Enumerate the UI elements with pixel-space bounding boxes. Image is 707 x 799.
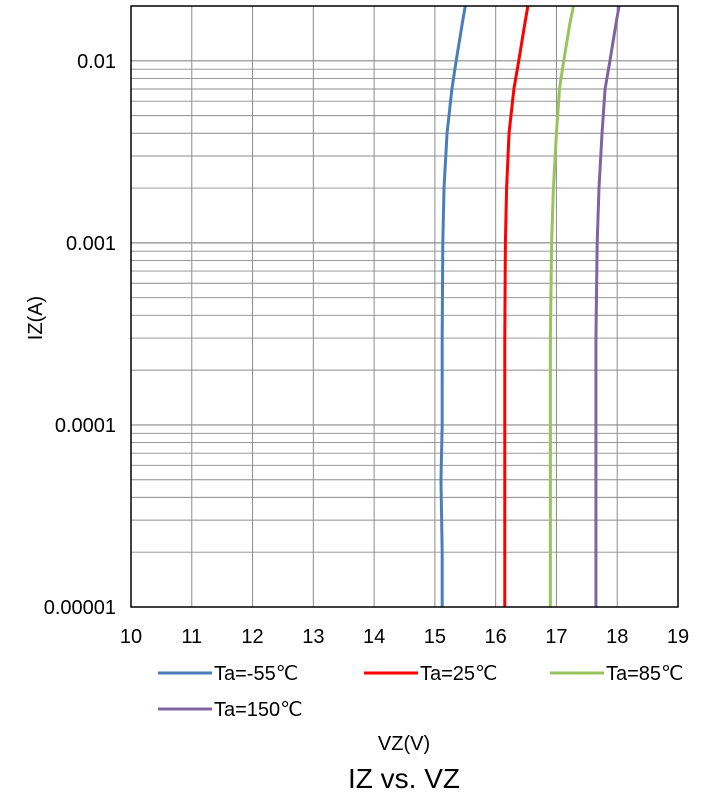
legend-label: Ta=85℃ — [606, 663, 684, 685]
x-tick-label: 19 — [667, 626, 689, 648]
series-line-3 — [548, 5, 575, 607]
x-tick-label: 12 — [241, 626, 263, 648]
legend-label: Ta=-55℃ — [214, 663, 298, 685]
x-tick-label: 18 — [606, 626, 628, 648]
series-lines — [439, 5, 621, 607]
x-tick-label: 16 — [485, 626, 507, 648]
legend-label: Ta=25℃ — [420, 663, 498, 685]
x-tick-label: 11 — [181, 626, 202, 648]
tick-labels: 10 11 12 13 14 15 16 17 18 19 0.00001 0.0001 0.001 0.… — [44, 51, 689, 648]
legend-item: Ta=85℃ — [550, 663, 684, 685]
y-axis-label: IZ(A) — [25, 296, 47, 340]
legend-item: Ta=150℃ — [158, 699, 303, 721]
x-tick-label: 13 — [302, 626, 324, 648]
x-tick-label: 14 — [363, 626, 385, 648]
series-line-2 — [503, 5, 530, 607]
series-line-4 — [594, 5, 621, 607]
series-line-1 — [439, 5, 467, 607]
y-tick-label: 0.01 — [77, 51, 116, 73]
legend-item: Ta=-55℃ — [158, 663, 298, 685]
legend-item: Ta=25℃ — [364, 663, 498, 685]
y-tick-label: 0.001 — [66, 233, 116, 255]
grid — [131, 5, 678, 607]
x-axis-label: VZ(V) — [378, 733, 430, 755]
y-tick-label: 0.0001 — [55, 415, 116, 437]
plot-frame — [130, 5, 679, 608]
legend: Ta=-55℃ Ta=25℃ Ta=85℃ Ta=150℃ — [158, 663, 684, 721]
legend-label: Ta=150℃ — [214, 699, 303, 721]
x-tick-label: 17 — [545, 626, 567, 648]
y-tick-label: 0.00001 — [44, 597, 116, 619]
x-tick-label: 15 — [424, 626, 446, 648]
chart-title: IZ vs. VZ — [348, 763, 460, 794]
x-tick-label: 10 — [120, 626, 142, 648]
